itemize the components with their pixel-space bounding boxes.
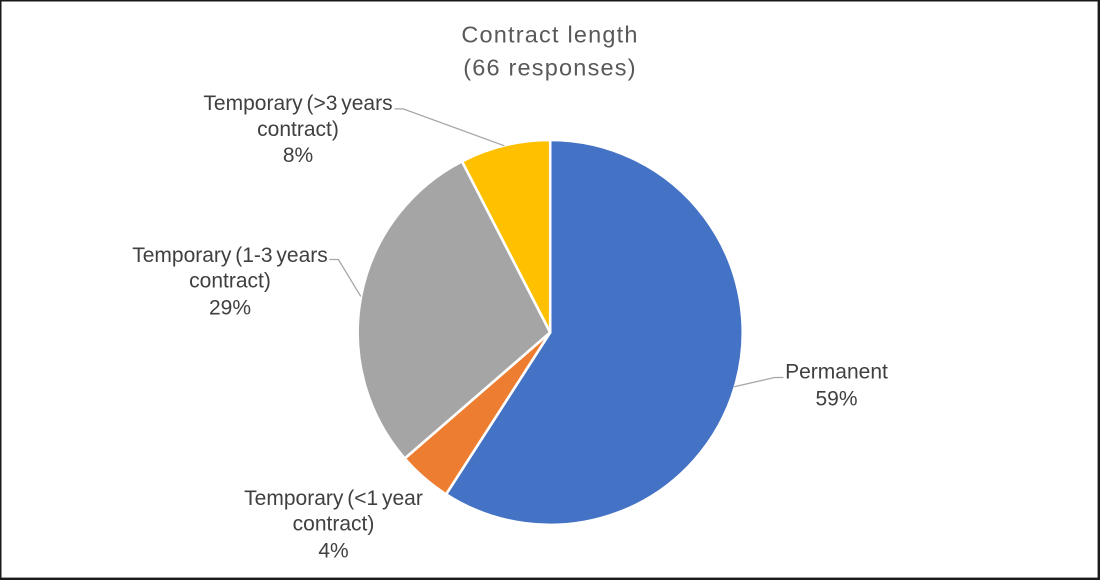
svg-text:contract): contract): [189, 270, 271, 293]
svg-text:4%: 4%: [318, 540, 348, 563]
svg-text:Temporary (1-3 years: Temporary (1-3 years: [132, 244, 328, 267]
svg-text:Contract length: Contract length: [461, 21, 638, 47]
svg-text:29%: 29%: [209, 297, 251, 320]
svg-text:59%: 59%: [815, 387, 857, 410]
svg-text:Temporary (>3 years: Temporary (>3 years: [203, 92, 392, 115]
svg-text:Temporary (<1 year: Temporary (<1 year: [244, 487, 423, 510]
svg-text:(66 responses): (66 responses): [463, 55, 637, 81]
svg-text:contract): contract): [293, 513, 375, 536]
svg-text:8%: 8%: [283, 144, 313, 167]
svg-text:contract): contract): [257, 118, 339, 141]
svg-text:Permanent: Permanent: [785, 361, 888, 384]
